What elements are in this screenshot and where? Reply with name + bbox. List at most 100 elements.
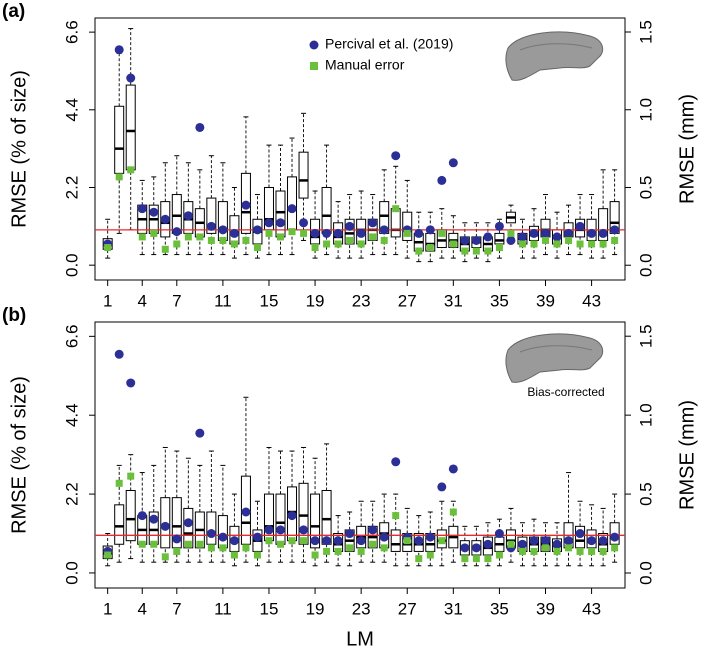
manual-error-point xyxy=(565,544,573,552)
box xyxy=(310,493,321,549)
x-tick-label: 35 xyxy=(490,599,509,618)
manual-error-point xyxy=(334,547,342,555)
manual-error-point xyxy=(173,547,181,555)
percival-point xyxy=(114,349,124,359)
percival-point xyxy=(264,525,274,535)
percival-point xyxy=(552,539,562,549)
x-tick-label: 19 xyxy=(306,291,325,310)
x-axis-title: LM xyxy=(346,628,374,650)
percival-point xyxy=(137,204,147,214)
y-axis-title: RMSE (% of size) xyxy=(8,376,30,534)
percival-point xyxy=(460,543,470,553)
percival-point xyxy=(517,539,527,549)
box xyxy=(298,482,309,545)
percival-point xyxy=(218,225,228,235)
percival-point xyxy=(425,532,435,542)
manual-error-point xyxy=(415,555,423,563)
percival-point xyxy=(517,232,527,242)
manual-error-point xyxy=(507,540,515,548)
percival-point xyxy=(218,532,228,542)
x-tick-label: 11 xyxy=(214,599,232,618)
annotation: Bias-corrected xyxy=(527,385,604,399)
y-tick-label: 2.2 xyxy=(62,176,81,200)
percival-point xyxy=(575,221,585,231)
percival-point xyxy=(126,378,136,388)
manual-error-point xyxy=(288,228,296,236)
manual-error-point xyxy=(196,233,204,241)
manual-error-point xyxy=(369,233,377,241)
percival-point xyxy=(483,232,493,242)
manual-error-point xyxy=(219,236,227,244)
manual-error-point xyxy=(542,544,549,552)
percival-point xyxy=(356,228,366,238)
percival-point xyxy=(587,228,597,238)
percival-point xyxy=(149,514,159,524)
percival-point xyxy=(149,207,159,217)
box xyxy=(344,218,355,245)
y2-tick-label: 1.5 xyxy=(636,324,655,348)
percival-point xyxy=(276,218,285,228)
x-tick-label: 7 xyxy=(172,599,181,618)
manual-error-point xyxy=(346,236,354,244)
plot-frame xyxy=(94,321,626,589)
manual-error-point xyxy=(392,205,400,213)
manual-error-point xyxy=(530,240,538,248)
percival-point xyxy=(437,175,447,185)
y2-tick-label: 0.5 xyxy=(636,176,655,200)
manual-error-point xyxy=(230,551,238,559)
manual-error-point xyxy=(138,233,146,241)
manual-error-point xyxy=(277,540,284,548)
manual-error-point xyxy=(265,537,273,545)
manual-error-point xyxy=(403,537,411,545)
manual-error-point xyxy=(553,547,561,555)
percival-point xyxy=(368,218,378,228)
percival-point xyxy=(391,457,401,467)
percival-point xyxy=(425,225,435,235)
manual-error-point xyxy=(357,547,365,555)
legend-label: Manual error xyxy=(325,57,405,73)
percival-point xyxy=(379,225,389,235)
skull-icon xyxy=(505,31,604,81)
percival-point xyxy=(564,536,574,546)
y-tick-label: 2.2 xyxy=(62,482,81,506)
manual-error-point xyxy=(426,244,434,252)
percival-point xyxy=(206,221,216,231)
manual-error-point xyxy=(115,173,123,181)
manual-error-point xyxy=(392,512,400,520)
y2-tick-label: 0.0 xyxy=(636,253,655,277)
y2-tick-label: 1.0 xyxy=(636,98,655,122)
percival-point xyxy=(299,218,309,228)
x-tick-label: 4 xyxy=(138,291,147,310)
percival-point xyxy=(529,228,539,238)
percival-point xyxy=(587,536,597,546)
manual-error-point xyxy=(184,233,192,241)
manual-error-point xyxy=(311,551,319,559)
percival-point xyxy=(322,228,332,238)
box xyxy=(171,497,182,549)
percival-point xyxy=(137,511,147,521)
manual-error-point xyxy=(449,508,457,516)
x-tick-label: 43 xyxy=(582,291,601,310)
x-tick-label: 1 xyxy=(103,599,112,618)
manual-error-point xyxy=(588,240,596,248)
manual-error-point xyxy=(323,547,331,555)
plot-frame xyxy=(94,17,626,281)
manual-error-point xyxy=(472,555,480,563)
manual-error-point xyxy=(495,244,503,252)
percival-point xyxy=(494,529,504,539)
percival-point xyxy=(368,525,378,535)
box xyxy=(183,507,194,549)
percival-point xyxy=(229,228,239,238)
percival-point xyxy=(206,529,216,539)
percival-point xyxy=(183,211,193,221)
manual-error-point xyxy=(127,472,135,480)
percival-point xyxy=(333,536,343,546)
percival-point xyxy=(345,221,355,231)
manual-error-point xyxy=(207,544,215,552)
manual-error-point xyxy=(611,236,619,244)
box xyxy=(390,208,401,238)
y-tick-label: 0.0 xyxy=(62,561,81,585)
manual-error-point xyxy=(576,547,584,555)
manual-error-point xyxy=(507,229,515,237)
